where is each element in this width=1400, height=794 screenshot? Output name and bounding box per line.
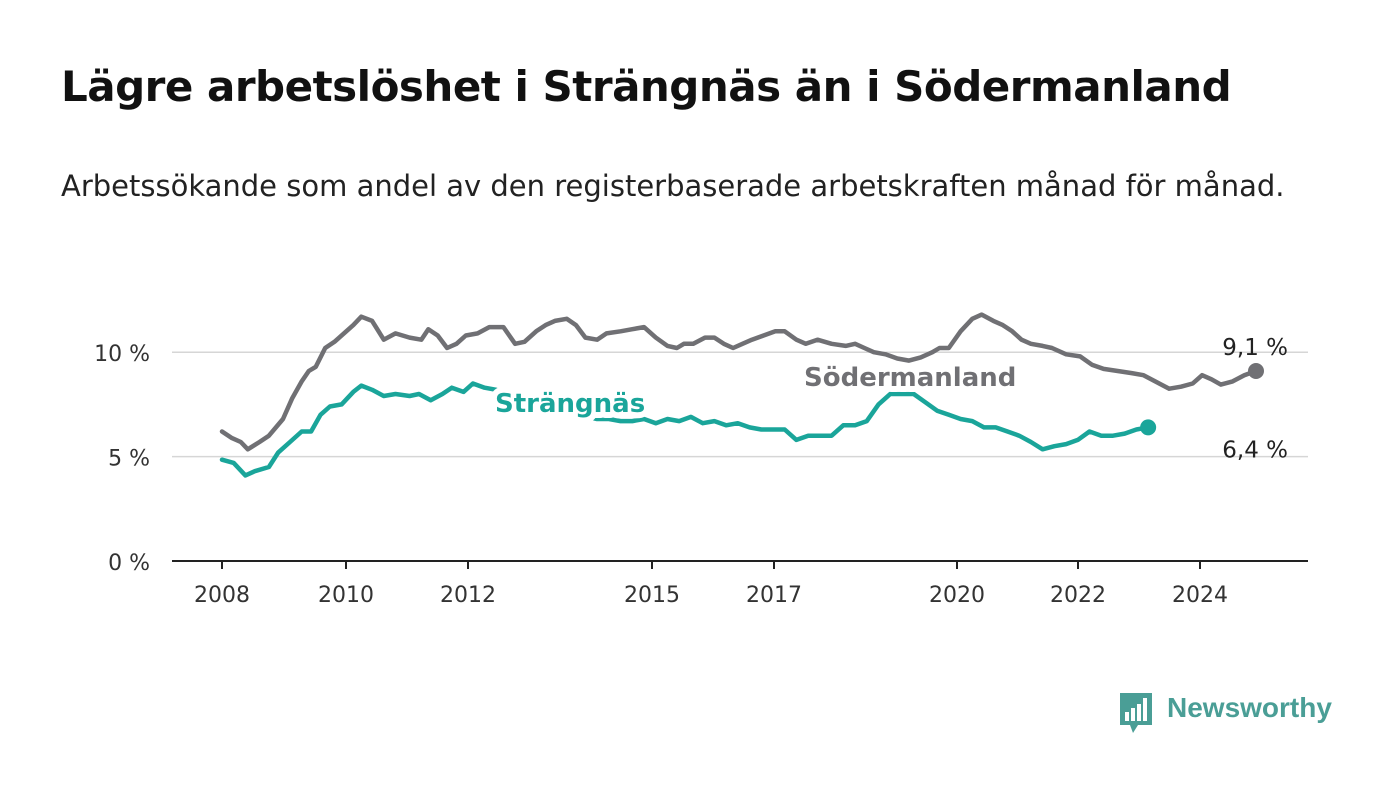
end-value-label: 9,1 % xyxy=(1222,335,1288,361)
y-tick-label: 0 % xyxy=(108,551,150,576)
x-tick-label: 2015 xyxy=(624,583,680,608)
series-label-halo: Södermanland xyxy=(804,363,1016,393)
series-line-strangnas xyxy=(219,381,1151,478)
series-endpoint xyxy=(1248,362,1264,379)
series-line-sodermanland xyxy=(219,312,1259,452)
y-tick-label: 5 % xyxy=(108,447,150,472)
x-tick-label: 2022 xyxy=(1050,583,1106,608)
newsworthy-logo-icon xyxy=(1120,693,1152,733)
series-labels: 9,1 %6,4 %SödermanlandSödermanlandSträng… xyxy=(489,335,1288,463)
x-tick-label: 2008 xyxy=(194,583,250,608)
series-label: Strängnäs xyxy=(495,389,645,419)
series-lines xyxy=(219,312,1264,478)
x-tick-label: 2012 xyxy=(440,583,496,608)
series-label: Södermanland xyxy=(804,363,1016,393)
x-tick-label: 2020 xyxy=(929,583,985,608)
y-axis-labels: 0 % 5 % 10 % xyxy=(94,342,150,576)
gridlines xyxy=(172,351,1308,458)
chart-subtitle: Arbetssökande som andel av den registerb… xyxy=(61,169,1285,203)
x-tick-label: 2017 xyxy=(746,583,802,608)
end-value-label: 6,4 % xyxy=(1222,437,1288,463)
x-axis: 2008 2010 2012 2015 2017 2020 2022 2024 xyxy=(172,560,1308,608)
series-label-halo: Strängnäs xyxy=(495,389,645,419)
x-tick-label: 2024 xyxy=(1172,583,1228,608)
y-tick-label: 10 % xyxy=(94,342,150,367)
series-endpoint xyxy=(1140,419,1157,436)
chart-title: Lägre arbetslöshet i Strängnäs än i Söde… xyxy=(61,62,1232,111)
brand-logo: Newsworthy xyxy=(1118,688,1348,738)
x-tick-label: 2010 xyxy=(318,583,374,608)
brand-name: Newsworthy xyxy=(1167,692,1332,723)
